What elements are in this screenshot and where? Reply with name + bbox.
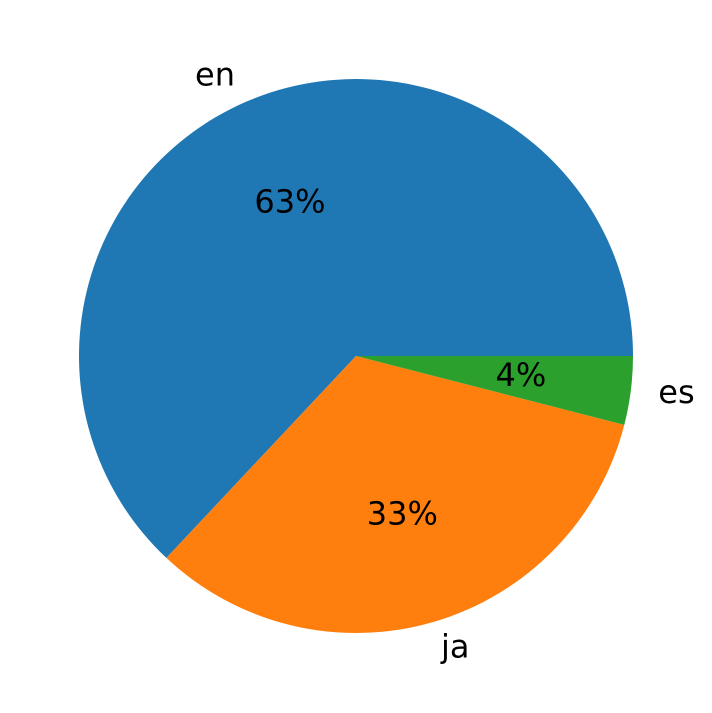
wedge-label: ja <box>440 628 470 666</box>
pie-wedge <box>79 79 633 558</box>
pie-wedge <box>166 356 625 634</box>
percent-label: 63% <box>254 182 325 220</box>
percent-label: 4% <box>496 356 547 394</box>
wedge-label: es <box>658 373 694 411</box>
wedge-label: en <box>195 55 235 93</box>
percent-label: 33% <box>367 495 438 533</box>
pie-wedge <box>356 356 633 425</box>
